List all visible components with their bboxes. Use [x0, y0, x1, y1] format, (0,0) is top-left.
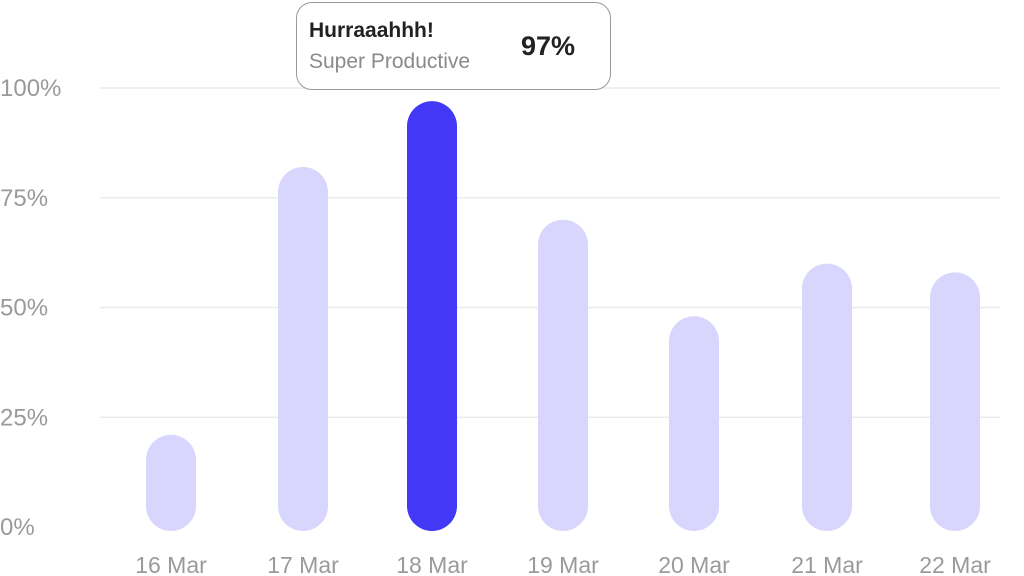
- bar-16-mar[interactable]: [146, 434, 196, 531]
- x-tick-label: 21 Mar: [791, 552, 863, 576]
- tooltip-title: Hurraaahhh!: [309, 19, 434, 42]
- y-tick-label: 25%: [0, 404, 48, 431]
- tooltip: Hurraaahhh! Super Productive 97%: [296, 2, 611, 90]
- x-tick-label: 20 Mar: [658, 552, 730, 576]
- y-tick-label: 0%: [0, 514, 35, 541]
- x-tick-label: 19 Mar: [527, 552, 599, 576]
- x-tick-label: 16 Mar: [135, 552, 207, 576]
- bar-22-mar[interactable]: [930, 272, 980, 531]
- bar-18-mar[interactable]: [407, 101, 457, 532]
- y-tick-label: 75%: [0, 185, 48, 212]
- bar-21-mar[interactable]: [802, 263, 852, 531]
- x-tick-label: 18 Mar: [396, 552, 468, 576]
- bar-17-mar[interactable]: [278, 167, 328, 531]
- tooltip-value: 97%: [521, 31, 576, 61]
- tooltip-subtitle: Super Productive: [309, 50, 471, 73]
- bar-20-mar[interactable]: [669, 316, 719, 531]
- x-tick-label: 22 Mar: [919, 552, 991, 576]
- y-tick-label: 100%: [0, 75, 61, 102]
- bar-19-mar[interactable]: [538, 219, 588, 531]
- x-tick-label: 17 Mar: [267, 552, 339, 576]
- y-tick-label: 50%: [0, 295, 48, 322]
